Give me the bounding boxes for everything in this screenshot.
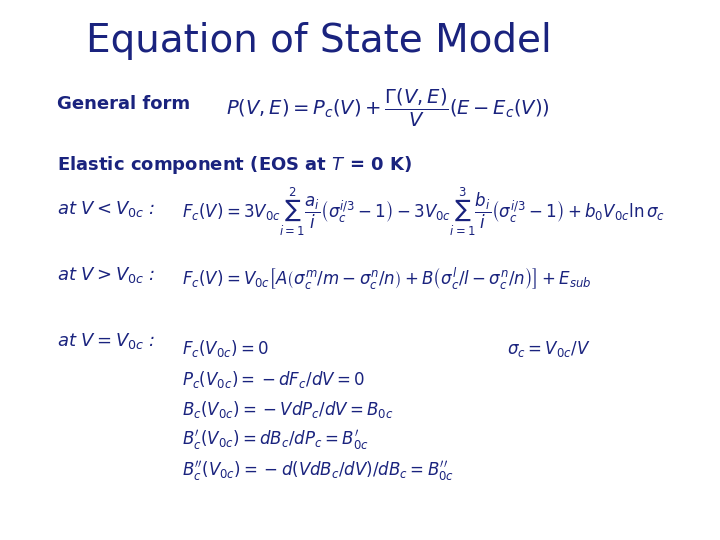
Text: $F_c(V) = V_{0c}\left[A\left(\sigma_c^m/m - \sigma_c^n/n\right) + B\left(\sigma_: $F_c(V) = V_{0c}\left[A\left(\sigma_c^m/… — [182, 266, 592, 292]
Text: $B_c(V_{0c}) = -VdP_c/dV = B_{0c}$: $B_c(V_{0c}) = -VdP_c/dV = B_{0c}$ — [182, 400, 393, 421]
Text: $B_c''(V_{0c}) = -d(VdB_c/dV)/dB_c = B_{0c}''$: $B_c''(V_{0c}) = -d(VdB_c/dV)/dB_c = B_{… — [182, 459, 454, 483]
Text: $F_c(V) = 3V_{0c}\sum_{i=1}^{2}\dfrac{a_i}{i}\left(\sigma_c^{i/3}-1\right) - 3V_: $F_c(V) = 3V_{0c}\sum_{i=1}^{2}\dfrac{a_… — [182, 186, 665, 238]
Text: at $V = V_{0c}$ :: at $V = V_{0c}$ : — [57, 331, 156, 351]
Text: at $V < V_{0c}$ :: at $V < V_{0c}$ : — [57, 199, 156, 219]
Text: $P(V,E) = P_c(V) + \dfrac{\Gamma(V,E)}{V}(E - E_c(V))$: $P(V,E) = P_c(V) + \dfrac{\Gamma(V,E)}{V… — [225, 87, 549, 129]
Text: $\sigma_c = V_{0c}/V$: $\sigma_c = V_{0c}/V$ — [507, 339, 590, 359]
Text: Elastic component (EOS at $\mathit{T}$ = 0 K): Elastic component (EOS at $\mathit{T}$ =… — [57, 154, 412, 176]
Text: $F_c(V_{0c}) = 0$: $F_c(V_{0c}) = 0$ — [182, 339, 269, 360]
Text: $B_c'(V_{0c}) = dB_c/dP_c = B_{0c}'$: $B_c'(V_{0c}) = dB_c/dP_c = B_{0c}'$ — [182, 428, 369, 453]
Text: Equation of State Model: Equation of State Model — [86, 22, 552, 60]
Text: $P_c(V_{0c}) = -dF_c/dV = 0$: $P_c(V_{0c}) = -dF_c/dV = 0$ — [182, 369, 364, 390]
Text: General form: General form — [57, 95, 190, 113]
Text: at $V > V_{0c}$ :: at $V > V_{0c}$ : — [57, 265, 156, 285]
